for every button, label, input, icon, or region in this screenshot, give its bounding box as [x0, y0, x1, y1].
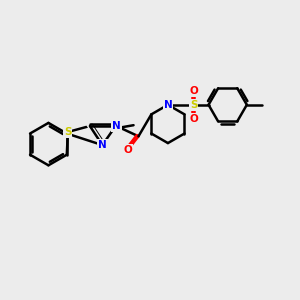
Text: N: N — [112, 121, 121, 131]
Text: S: S — [64, 127, 72, 137]
Text: O: O — [124, 145, 133, 154]
Text: O: O — [189, 114, 198, 124]
Text: N: N — [98, 140, 107, 150]
Text: O: O — [189, 86, 198, 96]
Text: N: N — [164, 100, 172, 110]
Text: S: S — [190, 100, 198, 110]
